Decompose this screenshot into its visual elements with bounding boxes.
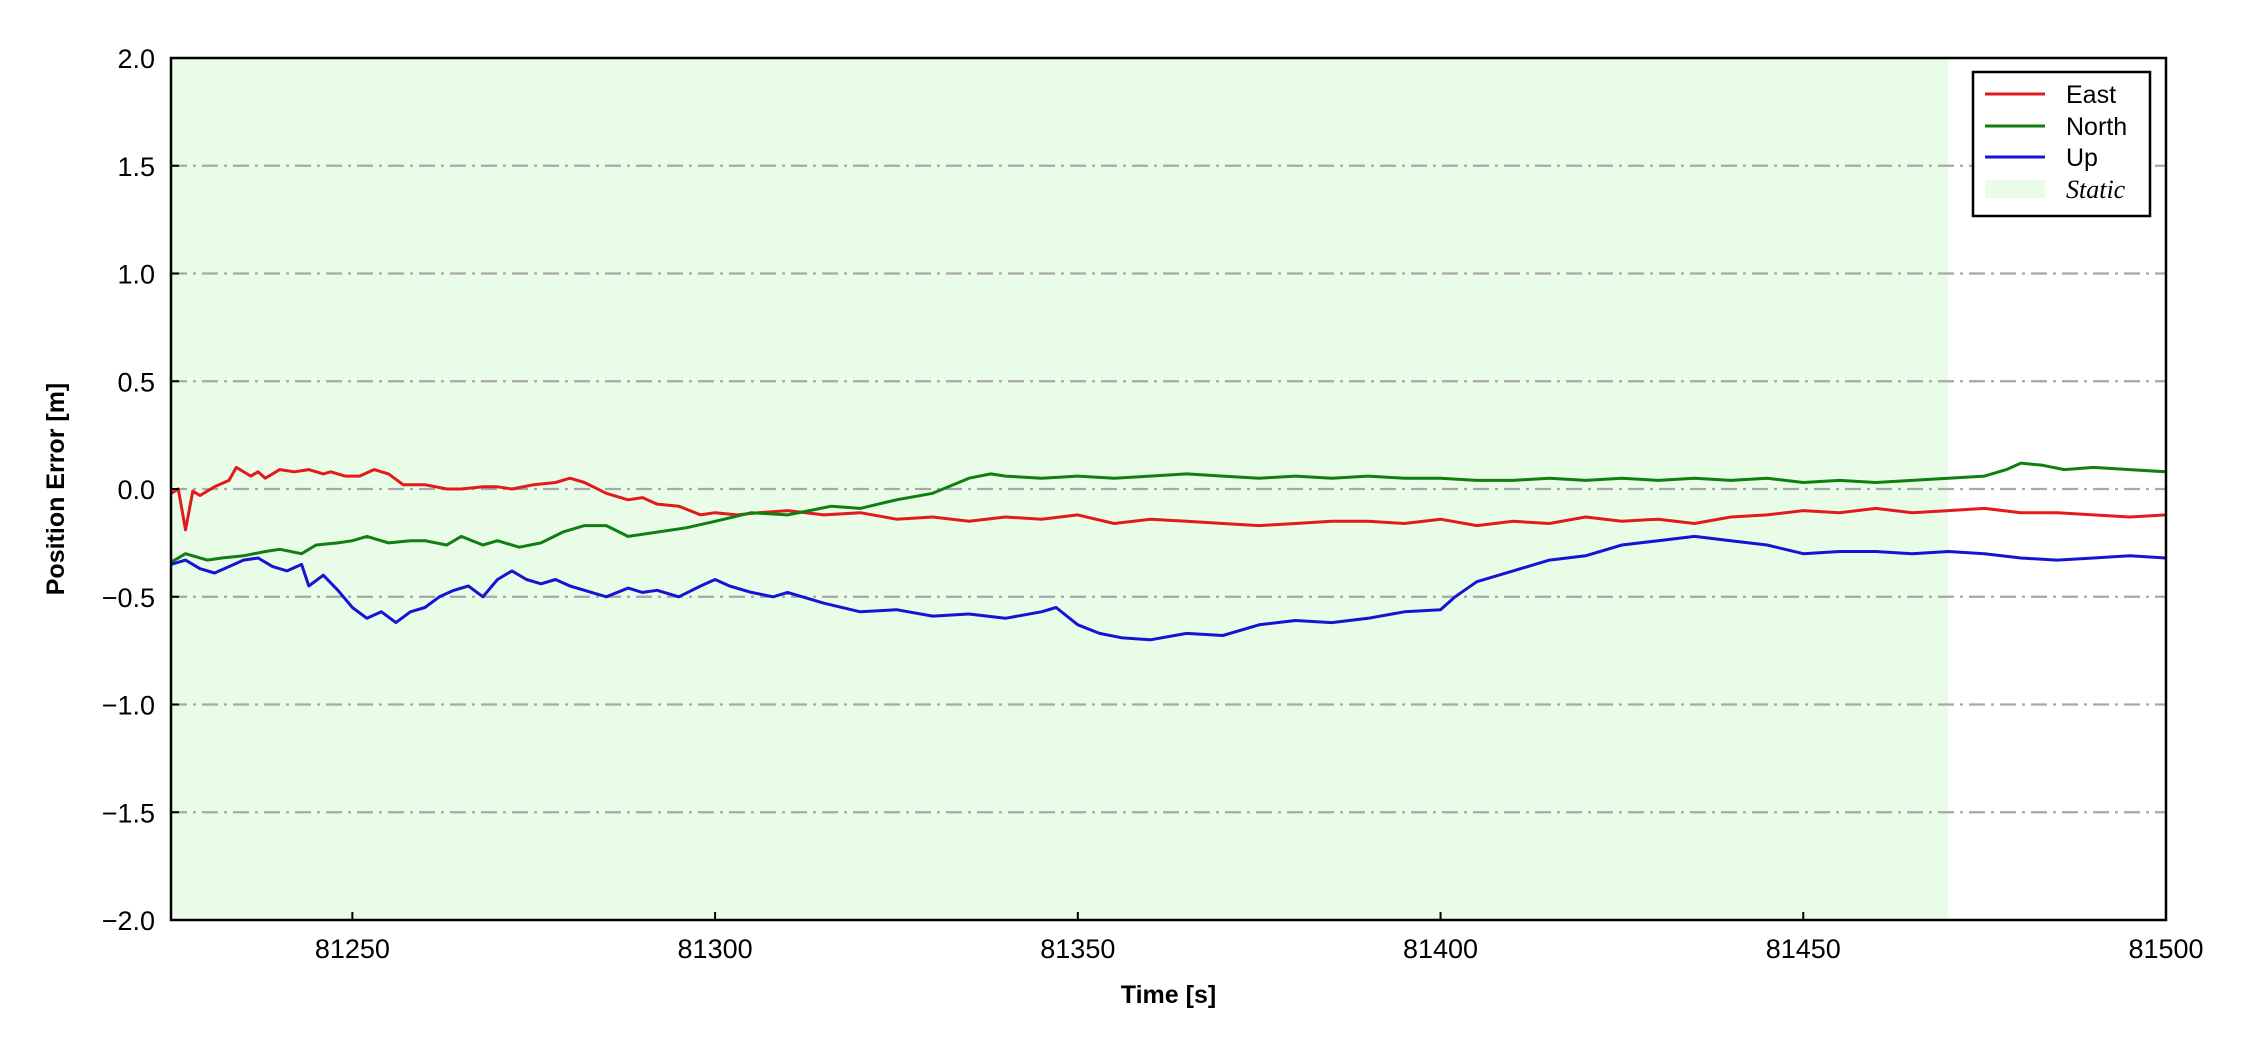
x-axis-label: Time [s] (1121, 981, 1216, 1009)
legend-label-north: North (2066, 113, 2127, 141)
y-tick-label: −1.5 (102, 798, 155, 828)
y-tick-label: 2.0 (117, 44, 155, 74)
x-tick-label: 81450 (1766, 934, 1841, 964)
legend-label-static: Static (2066, 175, 2126, 204)
series-line-north (170, 461, 2167, 564)
y-tick-label: 1.0 (117, 260, 155, 290)
legend-label-east: East (2066, 81, 2116, 109)
y-tick-label: −0.5 (102, 583, 155, 613)
x-tick-label: 81250 (315, 934, 390, 964)
series-lines (170, 461, 2167, 642)
y-tick-label: 1.5 (117, 152, 155, 182)
y-tick-label: 0.5 (117, 367, 155, 397)
x-tick-label: 81400 (1403, 934, 1478, 964)
x-tick-label: 81300 (678, 934, 753, 964)
y-tick-label: −2.0 (102, 906, 155, 936)
x-tick-label: 81500 (2128, 934, 2203, 964)
legend-swatch-static (1985, 180, 2045, 198)
legend-label-up: Up (2066, 144, 2098, 172)
series-line-up (170, 534, 2167, 642)
axis-ticks: 81250 81300 81350 81400 81450 81500 2.0 1.5 1.0 0… (102, 44, 2204, 964)
x-tick-label: 81350 (1040, 934, 1115, 964)
y-tick-label: −1.0 (102, 691, 155, 721)
legend: East North Up Static (1971, 70, 2152, 218)
y-axis-label: Position Error [m] (42, 383, 70, 596)
y-tick-label: 0.0 (117, 475, 155, 505)
